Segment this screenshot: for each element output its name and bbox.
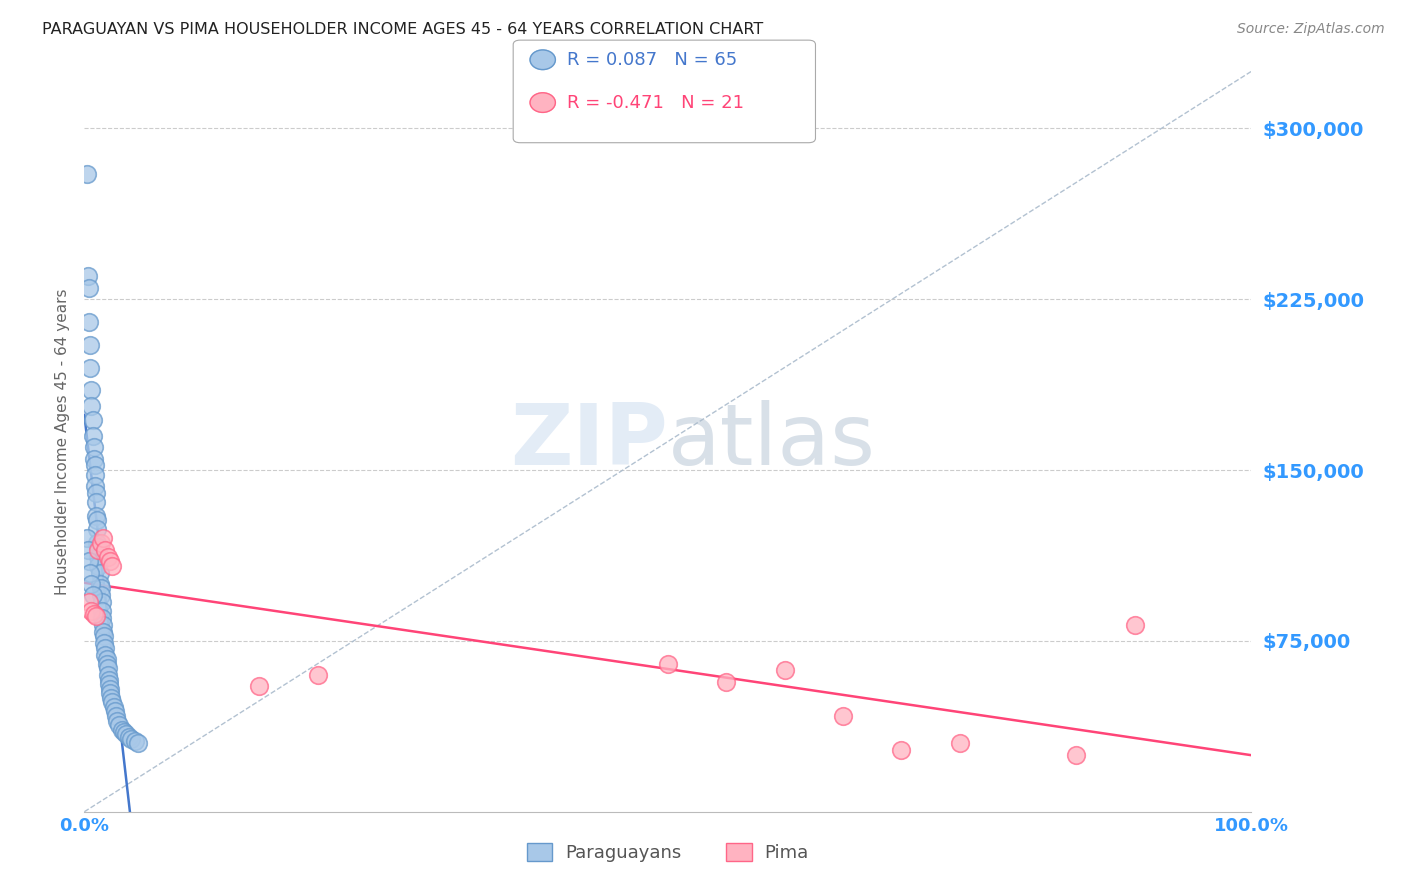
Point [76,167,98,181]
Point [76,542,98,557]
Point [77,595,100,609]
Point [890,743,912,757]
Point [79,566,101,580]
Point [80,399,103,413]
Point [76,269,98,284]
Point [83,467,105,482]
Point [91,624,114,639]
Point [86,536,108,550]
Point [98,681,121,696]
Point [115,727,138,741]
Point [90,604,112,618]
Point [118,730,141,744]
Point [84,508,107,523]
Point [83,451,105,466]
Point [93,636,115,650]
Point [773,664,796,678]
Y-axis label: Householder Income Ages 45 - 64 years: Householder Income Ages 45 - 64 years [55,288,70,595]
Point [90,536,112,550]
Point [98,554,121,568]
Point [96,652,118,666]
Point [90,582,112,596]
Point [89,577,111,591]
Point [79,360,101,375]
Point [94,648,117,662]
Text: PARAGUAYAN VS PIMA HOUSEHOLDER INCOME AGES 45 - 64 YEARS CORRELATION CHART: PARAGUAYAN VS PIMA HOUSEHOLDER INCOME AG… [42,22,763,37]
Point [307,668,329,682]
Point [76,532,98,546]
Point [127,736,149,750]
Point [1066,747,1088,762]
Point [84,608,107,623]
Point [94,542,117,557]
Point [104,709,127,723]
Point [77,281,100,295]
Point [80,604,103,618]
Legend: Paraguayans, Pima: Paraguayans, Pima [520,836,815,870]
Point [97,668,120,682]
Point [87,542,110,557]
Point [77,554,100,568]
Text: ZIP: ZIP [510,400,668,483]
Point [249,680,271,694]
Point [84,485,107,500]
Point [91,618,114,632]
Point [100,690,122,705]
Point [101,558,124,573]
Text: atlas: atlas [668,400,876,483]
Point [97,549,120,564]
Point [96,657,118,671]
Point [657,657,679,671]
Point [82,588,104,602]
Point [91,532,114,546]
Point [89,566,111,580]
Point [84,495,107,509]
Text: R = 0.087   N = 65: R = 0.087 N = 65 [567,51,737,69]
Point [80,577,103,591]
Point [949,736,972,750]
Point [1123,618,1146,632]
Point [90,611,112,625]
Point [832,709,855,723]
Point [82,413,104,427]
Point [90,588,112,602]
Point [83,479,105,493]
Point [82,429,104,443]
Point [97,661,120,675]
Point [83,440,105,454]
Point [86,513,108,527]
Point [97,677,120,691]
Point [79,337,101,351]
Point [104,705,127,719]
Point [83,607,105,621]
Point [86,522,108,536]
Point [94,640,117,655]
Point [111,723,134,737]
Point [97,673,120,687]
Point [93,629,115,643]
Point [90,595,112,609]
Point [80,384,103,398]
Text: Source: ZipAtlas.com: Source: ZipAtlas.com [1237,22,1385,37]
Text: R = -0.471   N = 21: R = -0.471 N = 21 [567,94,744,112]
Point [87,541,110,555]
Point [105,714,128,728]
Point [83,458,105,473]
Point [124,734,146,748]
Point [77,315,100,329]
Point [103,700,125,714]
Point [87,558,110,573]
Point [87,549,110,564]
Point [112,725,135,739]
Point [120,731,142,746]
Point [101,695,124,709]
Point [108,718,131,732]
Point [98,686,121,700]
Point [716,674,738,689]
